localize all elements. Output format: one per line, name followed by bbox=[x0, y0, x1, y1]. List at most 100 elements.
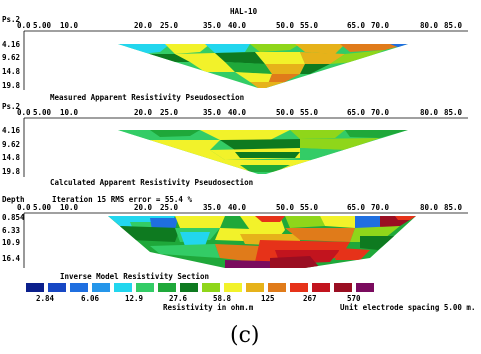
measured-x-axis: 0.0 5.00 10.0 20.0 25.0 35.0 40.0 50.0 5… bbox=[17, 21, 463, 30]
inverse-x-tick: 20.0 bbox=[134, 203, 153, 212]
measured-depth-tick: 14.8 bbox=[2, 67, 21, 76]
calculated-pseudosection: Ps.2 0.0 5.00 10.0 20.0 25.0 35.0 40.0 5… bbox=[2, 102, 468, 187]
measured-depth-ticks: 4.16 9.62 14.8 19.8 bbox=[2, 40, 21, 90]
measured-pseudosection: Ps.2 0.0 5.00 10.0 20.0 25.0 35.0 40.0 5… bbox=[2, 15, 468, 102]
measured-x-tick: 65.0 bbox=[347, 21, 366, 30]
calculated-x-tick: 5.00 bbox=[33, 108, 52, 117]
legend-value-label: 27.6 bbox=[169, 294, 188, 303]
inverse-x-tick: 40.0 bbox=[228, 203, 247, 212]
legend-swatch bbox=[224, 283, 242, 292]
legend-swatch bbox=[158, 283, 176, 292]
measured-x-tick: 35.0 bbox=[203, 21, 222, 30]
inverse-color-contours bbox=[108, 216, 416, 268]
legend-swatch bbox=[246, 283, 264, 292]
inverse-axis-frame bbox=[23, 212, 468, 268]
legend-value-label: 2.84 bbox=[36, 294, 55, 303]
legend-value-label: 267 bbox=[303, 294, 317, 303]
inverse-x-tick: 5.00 bbox=[33, 203, 52, 212]
legend-value-label: 12.9 bbox=[125, 294, 144, 303]
measured-x-tick: 5.00 bbox=[33, 21, 52, 30]
inverse-x-tick: 0.0 bbox=[17, 203, 31, 212]
calculated-x-tick: 20.0 bbox=[134, 108, 153, 117]
legend-swatch bbox=[312, 283, 330, 292]
legend-value-labels: 2.84 6.06 12.9 27.6 58.8 125 267 570 bbox=[36, 294, 361, 303]
legend-value-label: 58.8 bbox=[213, 294, 232, 303]
inverse-caption: Inverse Model Resistivity Section bbox=[60, 272, 209, 281]
calculated-x-tick: 25.0 bbox=[160, 108, 179, 117]
calculated-x-axis: 0.0 5.00 10.0 20.0 25.0 35.0 40.0 50.0 5… bbox=[17, 108, 463, 117]
measured-x-tick: 70.0 bbox=[371, 21, 390, 30]
calculated-depth-tick: 4.16 bbox=[2, 126, 21, 135]
iteration-rms-note: Iteration 15 RMS error = 55.4 % bbox=[52, 195, 192, 204]
inverse-depth-ticks: 0.854 6.33 10.9 16.4 bbox=[2, 213, 25, 263]
calculated-x-tick: 10.0 bbox=[60, 108, 79, 117]
resistivity-color-legend: 2.84 6.06 12.9 27.6 58.8 125 267 570 Res… bbox=[26, 283, 475, 312]
inverse-model-section: Depth Iteration 15 RMS error = 55.4 % 0.… bbox=[2, 195, 468, 281]
measured-x-tick: 25.0 bbox=[160, 21, 179, 30]
measured-depth-tick: 4.16 bbox=[2, 40, 21, 49]
calculated-x-tick: 35.0 bbox=[203, 108, 222, 117]
inverse-x-tick: 80.0 bbox=[420, 203, 439, 212]
panel-letter: (c) bbox=[230, 323, 260, 348]
calculated-x-tick: 55.0 bbox=[300, 108, 319, 117]
legend-swatch bbox=[180, 283, 198, 292]
measured-x-tick: 55.0 bbox=[300, 21, 319, 30]
legend-swatch bbox=[92, 283, 110, 292]
measured-caption: Measured Apparent Resistivity Pseudosect… bbox=[50, 93, 244, 102]
calculated-axis-frame bbox=[23, 117, 468, 177]
inverse-x-tick: 10.0 bbox=[60, 203, 79, 212]
calculated-caption: Calculated Apparent Resistivity Pseudose… bbox=[50, 178, 253, 187]
resistivity-unit-label: Resistivity in ohm.m bbox=[163, 303, 254, 312]
legend-swatch bbox=[356, 283, 374, 292]
legend-swatch bbox=[136, 283, 154, 292]
measured-depth-tick: 9.62 bbox=[2, 53, 20, 62]
measured-x-tick: 50.0 bbox=[276, 21, 295, 30]
measured-depth-axis-label: Ps.2 bbox=[2, 15, 20, 24]
inverse-depth-tick: 6.33 bbox=[2, 226, 21, 235]
calculated-depth-tick: 19.8 bbox=[2, 167, 21, 176]
inverse-depth-tick: 10.9 bbox=[2, 238, 21, 247]
inverse-depth-tick: 0.854 bbox=[2, 213, 25, 222]
legend-swatch bbox=[202, 283, 220, 292]
inverse-x-tick: 25.0 bbox=[160, 203, 179, 212]
inverse-depth-axis-label: Depth bbox=[2, 195, 25, 204]
measured-x-tick: 10.0 bbox=[60, 21, 79, 30]
legend-value-label: 6.06 bbox=[81, 294, 100, 303]
calculated-x-tick: 85.0 bbox=[444, 108, 463, 117]
inverse-depth-tick: 16.4 bbox=[2, 254, 21, 263]
measured-x-tick: 20.0 bbox=[134, 21, 153, 30]
inverse-x-tick: 70.0 bbox=[371, 203, 390, 212]
calculated-x-tick: 70.0 bbox=[371, 108, 390, 117]
calculated-color-contours bbox=[118, 130, 408, 174]
legend-value-label: 570 bbox=[347, 294, 361, 303]
inverse-x-tick: 85.0 bbox=[444, 203, 463, 212]
measured-axis-frame bbox=[23, 30, 468, 90]
legend-swatch bbox=[290, 283, 308, 292]
calculated-x-tick: 80.0 bbox=[420, 108, 439, 117]
legend-swatch bbox=[268, 283, 286, 292]
calculated-depth-tick: 14.8 bbox=[2, 153, 21, 162]
calculated-x-tick: 50.0 bbox=[276, 108, 295, 117]
calculated-depth-ticks: 4.16 9.62 14.8 19.8 bbox=[2, 126, 21, 176]
legend-swatch bbox=[26, 283, 44, 292]
legend-value-label: 125 bbox=[261, 294, 275, 303]
calculated-depth-axis-label: Ps.2 bbox=[2, 102, 20, 111]
electrode-spacing-note: Unit electrode spacing 5.00 m. bbox=[340, 303, 475, 312]
calculated-x-tick: 0.0 bbox=[17, 108, 31, 117]
legend-swatch bbox=[114, 283, 132, 292]
calculated-x-tick: 65.0 bbox=[347, 108, 366, 117]
measured-x-tick: 80.0 bbox=[420, 21, 439, 30]
measured-depth-tick: 19.8 bbox=[2, 81, 21, 90]
figure-title: HAL-10 bbox=[230, 7, 258, 16]
inverse-x-tick: 50.0 bbox=[276, 203, 295, 212]
measured-x-tick: 40.0 bbox=[228, 21, 247, 30]
legend-swatch bbox=[334, 283, 352, 292]
inverse-x-axis: 0.0 5.00 10.0 20.0 25.0 35.0 40.0 50.0 5… bbox=[17, 203, 463, 212]
inverse-x-tick: 55.0 bbox=[300, 203, 319, 212]
inverse-x-tick: 35.0 bbox=[203, 203, 222, 212]
calculated-depth-tick: 9.62 bbox=[2, 140, 20, 149]
inverse-x-tick: 65.0 bbox=[347, 203, 366, 212]
measured-x-tick: 0.0 bbox=[17, 21, 31, 30]
legend-swatch bbox=[48, 283, 66, 292]
